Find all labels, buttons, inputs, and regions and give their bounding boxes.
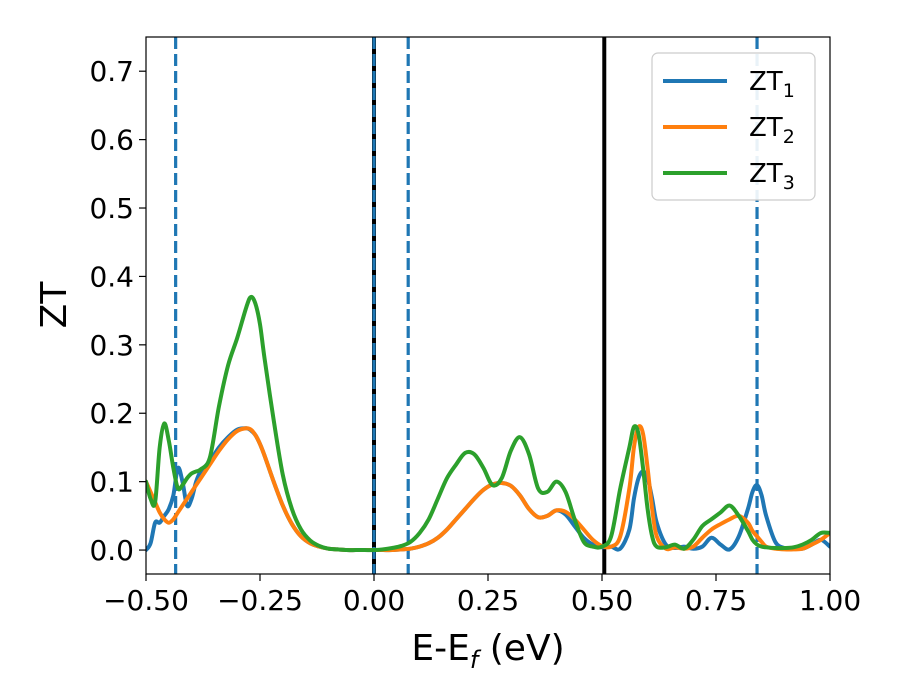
x-tick-label: 0.00 [343,584,405,617]
y-tick-label: 0.2 [89,397,134,430]
y-axis-title: ZT [34,281,75,329]
y-tick-label: 0.7 [89,55,134,88]
y-tick-label: 0.6 [89,124,134,157]
y-tick-label: 0.0 [89,534,134,567]
x-axis: −0.50 −0.25 0.00 0.25 0.50 0.75 1.00 [103,574,861,617]
x-tick-label: −0.50 [103,584,189,617]
legend-label-zt3: ZT3 [749,159,795,194]
x-tick-label: 0.50 [571,584,633,617]
series-line-zt2 [146,424,830,553]
y-tick-label: 0.5 [89,192,134,225]
x-tick-label: 0.25 [457,584,519,617]
series-lines [146,294,830,553]
legend-label-zt2: ZT2 [749,113,795,148]
y-tick-label: 0.1 [89,466,134,499]
x-tick-label: 1.00 [799,584,861,617]
legend: ZT1 ZT2 ZT3 [651,52,816,201]
series-line-zt1 [146,426,830,553]
x-axis-title: E-Ef (eV) [411,628,564,674]
y-tick-label: 0.3 [89,329,134,362]
y-tick-label: 0.4 [89,260,134,293]
x-tick-label: 0.75 [685,584,747,617]
x-tick-label: −0.25 [217,584,303,617]
y-axis: 0.0 0.1 0.2 0.3 0.4 0.5 0.6 0.7 [89,55,146,567]
legend-label-zt1: ZT1 [749,67,795,102]
legend-box [651,52,816,201]
series-line-zt3 [146,294,830,553]
